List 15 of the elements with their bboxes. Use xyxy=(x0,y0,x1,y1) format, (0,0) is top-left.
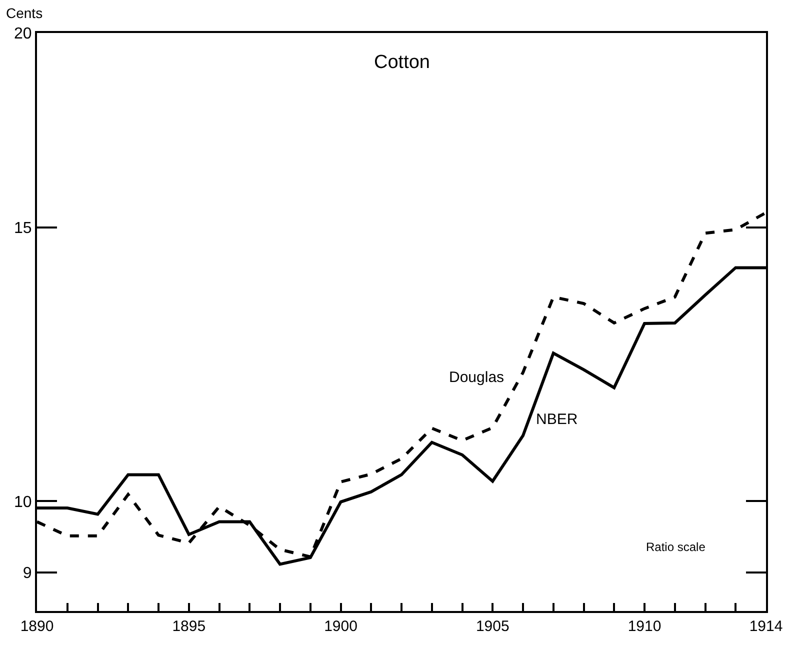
x-tick-label: 1900 xyxy=(324,618,358,635)
y-tick-label: 10 xyxy=(14,494,32,511)
series-label: NBER xyxy=(536,411,578,428)
y-tick-label: 20 xyxy=(14,26,32,43)
x-tick-label: 1910 xyxy=(628,618,662,635)
series-label: Douglas xyxy=(449,369,504,386)
y-tick-label: 9 xyxy=(22,564,32,582)
y-axis-title: Cents xyxy=(6,5,43,21)
x-tick-label: 1890 xyxy=(20,618,54,635)
annotation: Ratio scale xyxy=(646,540,706,554)
text: Cotton xyxy=(374,52,430,73)
y-tick-label: 15 xyxy=(14,220,32,237)
x-tick-label: 1914 xyxy=(749,618,783,635)
x-tick-label: 1895 xyxy=(172,618,206,635)
x-tick-label: 1905 xyxy=(476,618,510,635)
